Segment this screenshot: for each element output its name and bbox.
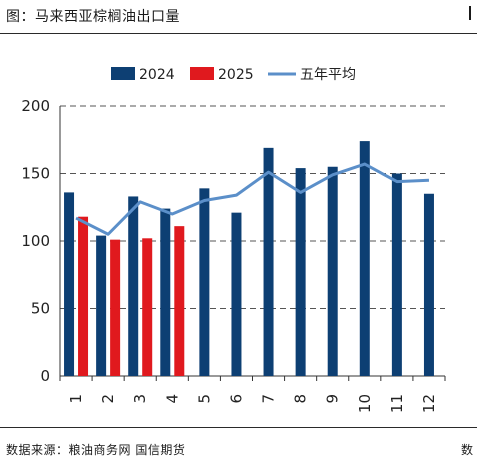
bar-2024	[96, 235, 107, 376]
bar-2024	[263, 147, 274, 376]
legend-label-2024: 2024	[139, 67, 175, 83]
bar-2024	[231, 212, 242, 376]
corner-mark	[469, 6, 471, 20]
bar-2024	[327, 166, 338, 376]
legend-swatch-2024	[111, 67, 135, 80]
y-tick-label: 100	[21, 232, 50, 250]
y-tick-label: 200	[21, 97, 50, 115]
y-tick-label: 150	[21, 165, 50, 183]
x-tick-label: 2	[99, 394, 117, 404]
source-note: 数据来源：粮油商务网 国信期货	[6, 443, 186, 457]
x-tick-label: 9	[324, 394, 342, 404]
bar-2024	[359, 141, 370, 376]
header: 图：马来西亚棕榈油出口量	[0, 0, 477, 32]
legend-label-2025: 2025	[218, 67, 254, 83]
bar-2024	[423, 193, 434, 376]
top-rule	[0, 33, 477, 34]
bar-2025	[110, 239, 121, 376]
x-tick-label: 10	[356, 394, 374, 413]
bar-2024	[160, 208, 171, 376]
chart-title: 图：马来西亚棕榈油出口量	[6, 9, 180, 25]
x-tick-label: 3	[131, 394, 149, 404]
bottom-rule	[0, 427, 477, 428]
x-tick-label: 12	[420, 394, 438, 413]
legend-swatch-2025	[190, 67, 214, 80]
bar-2024	[199, 188, 210, 376]
bar-2025	[142, 238, 153, 376]
bar-2024	[64, 192, 75, 376]
y-tick-label: 50	[31, 300, 50, 318]
legend-label-avg: 五年平均	[300, 67, 356, 83]
x-tick-label: 8	[292, 394, 310, 404]
x-tick-label: 11	[388, 394, 406, 413]
bar-2025	[78, 216, 89, 376]
bar-2024	[295, 168, 306, 376]
bar-2024	[391, 173, 402, 376]
bar-2025	[174, 226, 185, 376]
x-tick-label: 1	[67, 394, 85, 404]
x-tick-label: 6	[227, 394, 245, 404]
avg-line	[75, 162, 430, 236]
x-tick-label: 4	[163, 394, 181, 404]
x-tick-label: 5	[195, 394, 213, 404]
x-tick-label: 7	[260, 394, 278, 404]
footer-right-text: 数	[460, 443, 473, 457]
bar-2024	[128, 196, 139, 376]
y-tick-label: 0	[40, 367, 50, 385]
